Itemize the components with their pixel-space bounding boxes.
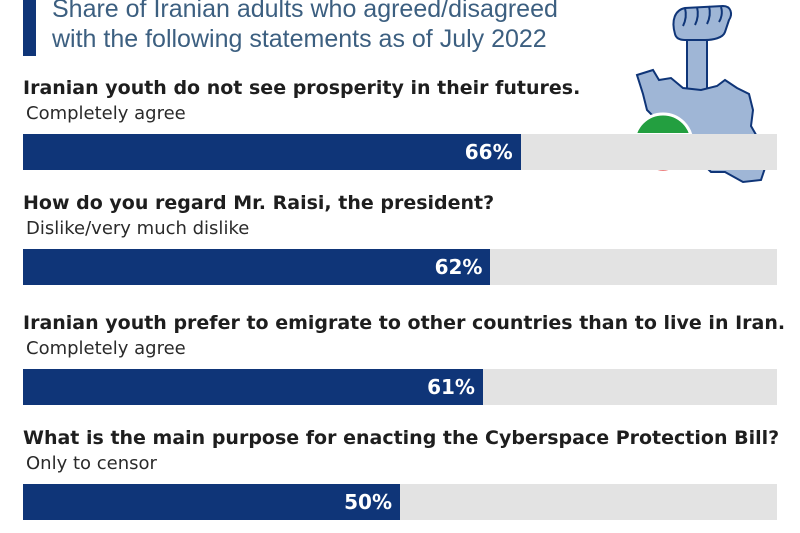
bar-track: 62% bbox=[23, 249, 777, 285]
value-label: 50% bbox=[344, 490, 392, 514]
bar-fill bbox=[23, 249, 491, 285]
question-label: How do you regard Mr. Raisi, the preside… bbox=[23, 192, 495, 214]
bar-fill bbox=[23, 484, 400, 520]
bar-track: 66% bbox=[23, 134, 777, 170]
bar-item-3: Iranian youth prefer to emigrate to othe… bbox=[23, 310, 786, 405]
bar-item-4: What is the main purpose for enacting th… bbox=[23, 425, 780, 520]
bar-item-1: Iranian youth do not see prosperity in t… bbox=[23, 75, 777, 170]
bar-item-2: How do you regard Mr. Raisi, the preside… bbox=[23, 190, 777, 285]
value-label: 61% bbox=[427, 375, 475, 399]
question-label: What is the main purpose for enacting th… bbox=[23, 427, 780, 449]
answer-label: Completely agree bbox=[26, 338, 186, 359]
bar-fill bbox=[23, 369, 483, 405]
chart-subtitle: Share of Iranian adults who agreed/disag… bbox=[52, 0, 632, 54]
value-label: 66% bbox=[464, 140, 513, 164]
bar-track: 61% bbox=[23, 369, 777, 405]
bar-fill bbox=[23, 134, 521, 170]
answer-label: Only to censor bbox=[26, 453, 157, 474]
bar-track: 50% bbox=[23, 484, 777, 520]
question-label: Iranian youth prefer to emigrate to othe… bbox=[23, 312, 786, 334]
subtitle-line-1: Share of Iranian adults who agreed/disag… bbox=[52, 0, 558, 23]
answer-label: Dislike/very much dislike bbox=[26, 218, 250, 239]
answer-label: Completely agree bbox=[26, 103, 186, 124]
subtitle-line-2: with the following statements as of July… bbox=[52, 25, 547, 53]
question-label: Iranian youth do not see prosperity in t… bbox=[23, 77, 581, 99]
value-label: 62% bbox=[434, 255, 483, 279]
accent-bar bbox=[23, 0, 36, 56]
